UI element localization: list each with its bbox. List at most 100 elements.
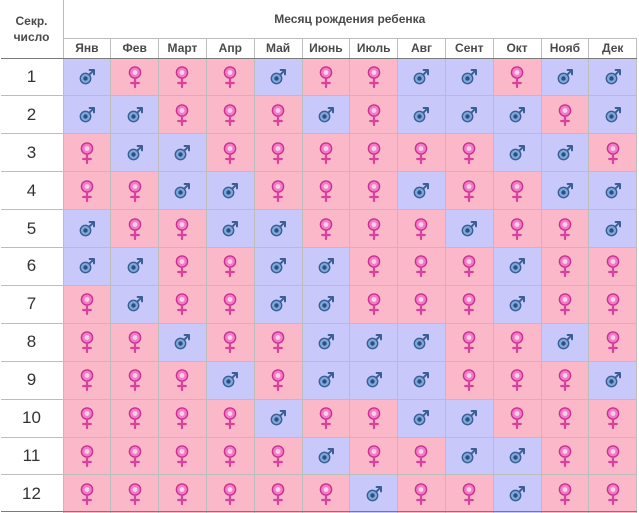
boy-cell [254,209,302,248]
girl-cell [349,58,398,96]
girl-cell [397,247,446,286]
boy-cell [302,323,350,362]
female-symbol-icon [223,483,237,505]
month-label: Июнь [309,41,343,55]
grid-line-horizontal [0,209,637,211]
boy-cell [63,58,111,96]
row-number: 11 [22,445,41,465]
girl-cell [63,323,111,362]
girl-cell [110,399,159,437]
grid-line-vertical [636,38,638,513]
female-symbol-icon [319,483,333,505]
female-symbol-icon [223,66,237,89]
female-symbol-icon [176,407,189,430]
girl-cell [206,133,255,172]
female-symbol-icon [223,445,237,468]
male-symbol-icon [414,182,430,199]
girl-cell [254,133,302,172]
female-symbol-icon [319,66,333,89]
girl-cell [254,437,302,475]
month-label: Апр [218,41,242,55]
grid-line-vertical [0,0,1,513]
male-symbol-icon [318,447,334,464]
boy-cell [493,474,541,513]
male-symbol-icon [509,296,526,312]
girl-cell [397,133,446,172]
female-symbol-icon [510,407,524,430]
girl-cell [349,95,398,134]
male-symbol-icon [414,410,430,426]
grid-line-vertical [205,38,207,513]
month-header: Янв [63,38,111,58]
male-symbol-icon [270,258,287,274]
grid-line-horizontal [0,171,637,173]
female-symbol-icon [606,141,619,164]
male-symbol-icon [127,258,143,274]
girl-cell [349,209,398,248]
grid-line-vertical [158,38,160,513]
male-symbol-icon [318,334,334,350]
female-symbol-icon [319,141,333,164]
male-symbol-icon [270,410,287,426]
girl-cell [445,474,494,513]
female-symbol-icon [510,217,524,240]
boy-cell [541,171,589,210]
male-symbol-icon [366,485,382,502]
month-header: Окт [493,38,541,58]
girl-cell [254,474,302,513]
grid-line-vertical [492,38,494,513]
girl-cell [541,247,589,286]
month-label: Нояб [549,41,581,55]
girl-cell [158,209,207,248]
girl-cell [302,58,350,96]
grid-line-horizontal [0,474,637,476]
female-symbol-icon [510,331,524,354]
month-header: Май [254,38,302,58]
girl-cell [349,437,398,475]
female-symbol-icon [176,255,189,278]
row-number: 8 [26,332,37,352]
girl-cell [110,58,159,96]
boy-cell [206,171,255,210]
girl-cell [349,285,398,324]
grid-line-vertical [444,38,446,513]
male-symbol-icon [318,296,334,312]
boy-cell [349,323,398,362]
female-symbol-icon [176,66,189,89]
female-symbol-icon [415,483,428,505]
female-symbol-icon [415,445,428,468]
boy-cell [302,95,350,134]
month-header: Нояб [541,38,589,58]
female-symbol-icon [367,217,380,240]
boy-cell [254,58,302,96]
month-header: Июнь [302,38,350,58]
grid-line-horizontal [0,360,637,362]
girl-cell [541,399,589,437]
girl-cell [397,285,446,324]
girl-cell [110,437,159,475]
boy-cell [588,95,637,134]
girl-cell [206,95,255,134]
secret-number-label-1: 1 [0,58,63,96]
male-symbol-icon [557,334,573,350]
boy-cell [397,58,446,96]
boy-cell [588,361,637,400]
male-symbol-icon [605,106,621,123]
girl-cell [493,399,541,437]
male-symbol-icon [222,182,239,199]
girl-cell [541,474,589,513]
female-symbol-icon [462,369,476,392]
female-symbol-icon [80,483,94,505]
female-symbol-icon [80,293,94,316]
female-symbol-icon [558,483,572,505]
girl-cell [588,247,637,286]
boy-cell [397,171,446,210]
female-symbol-icon [415,141,428,164]
boy-cell [110,133,159,172]
girl-cell [445,171,494,210]
grid-line-horizontal [0,133,637,135]
male-symbol-icon [366,372,382,388]
female-symbol-icon [367,293,380,316]
female-symbol-icon [271,331,285,354]
girl-cell [110,474,159,513]
